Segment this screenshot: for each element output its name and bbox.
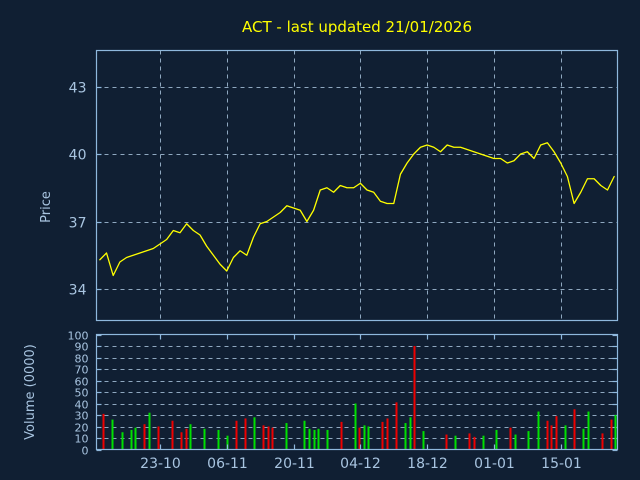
x-axis-tick-label: 23-10 <box>140 456 181 472</box>
price-tick-label: 34 <box>69 283 87 299</box>
price-tickmarks <box>96 86 102 291</box>
x-axis-tick-label: 04-12 <box>340 456 381 472</box>
price-tick-label: 40 <box>69 148 87 164</box>
x-axis-tick-label: 18-12 <box>407 456 448 472</box>
price-tick-label: 43 <box>69 81 87 97</box>
x-axis-tick-labels: 23-10 06-11 20-11 04-12 18-12 01-01 15-01 <box>140 456 582 472</box>
price-plot-frame <box>95 49 619 322</box>
x-axis-tickmarks <box>159 334 563 450</box>
price-tick-label: 37 <box>69 216 87 232</box>
volume-tick-label: 20 <box>75 422 89 435</box>
x-axis-tick-label: 15-01 <box>541 456 582 472</box>
volume-tick-label: 10 <box>75 433 89 446</box>
volume-tick-label: 30 <box>75 410 89 423</box>
volume-tick-label: 80 <box>75 353 89 366</box>
volume-tick-label: 100 <box>68 330 89 343</box>
x-axis-tick-label: 01-01 <box>474 456 515 472</box>
price-line-series <box>99 142 615 277</box>
chart-title: ACT - last updated 21/01/2026 <box>242 18 472 36</box>
price-axis-label: Price <box>39 191 54 223</box>
volume-tick-label: 70 <box>75 364 89 377</box>
volume-tick-label: 50 <box>75 387 89 400</box>
x-axis-tick-label: 06-11 <box>207 456 248 472</box>
volume-tick-label: 90 <box>75 341 89 354</box>
volume-tick-label: 60 <box>75 376 89 389</box>
volume-axis-label: Volume (0000) <box>23 344 38 440</box>
volume-bars <box>102 346 617 450</box>
x-axis-tick-label: 20-11 <box>274 456 315 472</box>
volume-tick-label: 40 <box>75 399 89 412</box>
volume-tick-label: 0 <box>82 445 89 458</box>
volume-plot-frame <box>95 333 619 451</box>
price-tick-labels: 43 40 37 34 <box>69 81 87 299</box>
volume-gridlines <box>96 334 618 452</box>
